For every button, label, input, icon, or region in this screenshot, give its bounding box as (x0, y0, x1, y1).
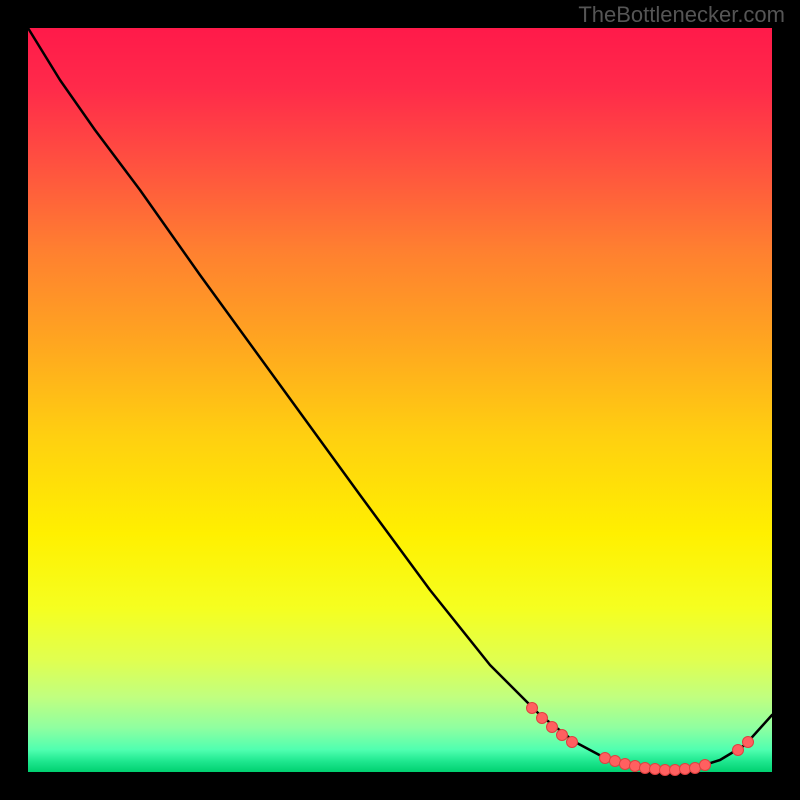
data-marker (557, 730, 568, 741)
chart-svg (0, 0, 800, 800)
data-marker (743, 737, 754, 748)
plot-background (28, 28, 772, 772)
data-marker (660, 765, 671, 776)
data-marker (600, 753, 611, 764)
data-marker (733, 745, 744, 756)
data-marker (650, 764, 661, 775)
bottleneck-chart (0, 0, 800, 800)
data-marker (537, 713, 548, 724)
data-marker (670, 765, 681, 776)
data-marker (620, 759, 631, 770)
data-marker (610, 756, 621, 767)
data-marker (690, 763, 701, 774)
data-marker (680, 764, 691, 775)
data-marker (567, 737, 578, 748)
data-marker (527, 703, 538, 714)
data-marker (630, 761, 641, 772)
data-marker (700, 760, 711, 771)
watermark-text: TheBottlenecker.com (578, 2, 785, 28)
data-marker (547, 722, 558, 733)
data-marker (640, 763, 651, 774)
